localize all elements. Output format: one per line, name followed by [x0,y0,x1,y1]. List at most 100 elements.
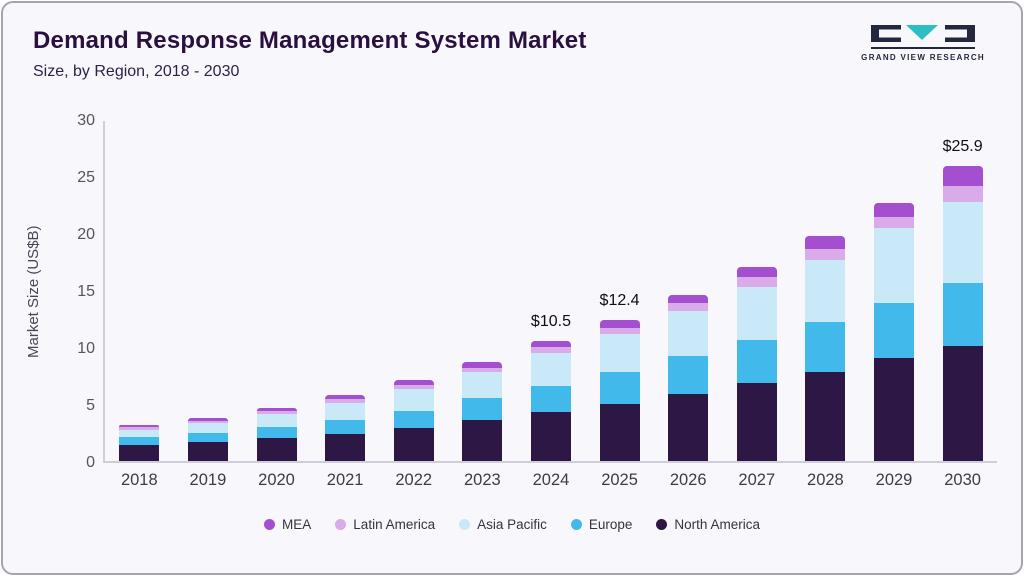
segment-mea [805,236,846,249]
segment-latin-america [874,217,914,229]
segment-mea [256,408,297,412]
logo-divider [871,47,976,49]
bar-2026: 2026 [668,121,709,489]
total-value-label: $25.9 [942,137,983,155]
y-axis-tick-label: 25 [77,169,95,186]
bar-stack [874,203,914,461]
segment-mea [119,424,160,428]
bar-stack [942,165,983,461]
bar-2028: 2028 [805,121,846,489]
legend-label: Asia Pacific [477,517,547,532]
segment-north-america [942,345,983,461]
x-axis-label: 2025 [601,471,638,489]
total-value-label: $10.5 [530,313,571,331]
plot-area: 2018 2019 2020 2021 2022 2023 $10.5 2024 $12.4 20… [103,121,997,489]
segment-asia-pacific [668,310,709,357]
segment-latin-america [256,411,297,415]
segment-europe [256,426,297,439]
segment-north-america [119,445,160,461]
segment-latin-america [736,277,777,287]
bar-2022: 2022 [393,121,434,489]
bar-stack [668,294,709,461]
segment-europe [462,398,503,420]
bar-stack [325,394,366,461]
segment-asia-pacific [325,402,366,420]
segment-mea [874,203,914,218]
bar-stack [462,361,503,461]
x-axis-label: 2029 [875,471,913,489]
y-axis-tick-label: 30 [77,112,95,129]
segment-latin-america [942,186,983,203]
segment-europe [805,321,846,373]
logo-wordmark: GRAND VIEW RESEARCH [861,53,985,62]
x-axis-label: 2018 [120,471,158,489]
bar-series: 2018 2019 2020 2021 2022 2023 $10.5 2024 $12.4 20… [105,121,997,489]
segment-europe [668,356,709,394]
segment-mea [187,417,228,421]
segment-north-america [325,433,366,461]
x-axis-label: 2024 [532,471,570,489]
x-axis-label: 2021 [326,471,364,489]
legend: MEA Latin America Asia Pacific Europe North … [3,517,1021,532]
bar-stack [530,341,571,461]
segment-mea [668,294,709,303]
legend-label: Latin America [353,517,436,532]
segment-mea [325,394,366,400]
segment-europe [119,437,160,446]
x-axis-label: 2028 [807,471,844,489]
bar-2021: 2021 [325,121,366,489]
segment-asia-pacific [942,202,983,284]
segment-europe [942,283,983,346]
chart-title: Demand Response Management System Market [33,27,587,54]
bar-stack [599,319,640,461]
legend-swatch [264,519,276,530]
x-axis-label: 2022 [395,471,433,489]
segment-latin-america [393,385,434,390]
segment-europe [736,340,777,384]
segment-north-america [462,419,503,461]
segment-north-america [599,404,640,461]
segment-north-america [256,438,297,461]
legend-swatch [656,519,668,530]
legend-item-europe: Europe [570,517,633,532]
segment-asia-pacific [256,414,297,427]
bar-2030: $25.9 2030 [942,121,983,489]
bar-stack [256,408,297,461]
y-axis-tick-label: 5 [86,397,95,414]
segment-europe [530,385,571,412]
segment-latin-america [187,420,228,424]
segment-latin-america [462,367,503,373]
segment-north-america [187,441,228,461]
segment-north-america [736,383,777,461]
bar-2024: $10.5 2024 [530,121,571,489]
segment-mea [599,319,640,328]
segment-north-america [874,358,914,461]
bar-2029: 2029 [874,121,914,489]
bar-stack [187,417,228,461]
total-value-label: $12.4 [599,291,640,309]
segment-asia-pacific [187,423,228,433]
segment-latin-america [325,399,366,403]
x-axis-label: 2019 [189,471,227,489]
segment-europe [874,302,914,359]
y-axis-tick-label: 15 [77,283,95,300]
segment-europe [599,372,640,404]
segment-mea [942,165,983,187]
segment-north-america [805,372,846,461]
segment-latin-america [805,249,846,261]
y-axis-tick-label: 0 [86,454,95,471]
segment-asia-pacific [874,228,914,303]
x-axis-label: 2020 [258,471,295,489]
bar-stack [736,267,777,461]
segment-asia-pacific [599,334,640,373]
x-axis-label: 2030 [944,471,981,489]
segment-north-america [668,393,709,461]
segment-asia-pacific [736,286,777,341]
segment-europe [325,419,366,434]
y-axis: 0 5 10 15 20 25 30 [55,112,95,471]
segment-north-america [530,411,571,461]
legend-label: Europe [588,517,633,532]
legend-swatch [570,519,582,530]
segment-mea [736,267,777,278]
